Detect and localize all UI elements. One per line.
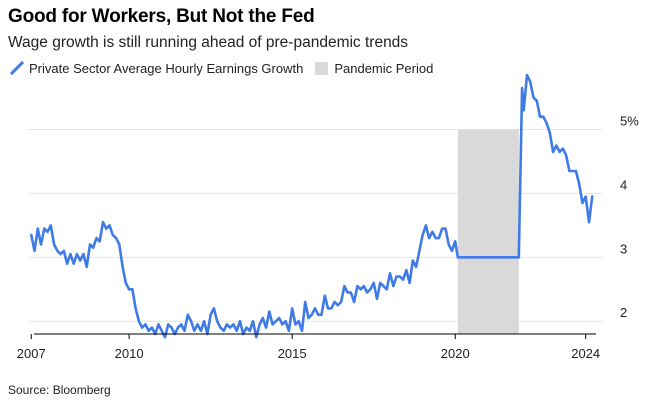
series-line-earnings [30,73,594,339]
legend-line-swatch [10,61,24,75]
legend-band-swatch [315,61,329,75]
pandemic-band [457,129,519,334]
chart-subtitle: Wage growth is still running ahead of pr… [8,34,409,51]
x-tick-label: 2015 [278,346,307,361]
y-tick-label: 5% [620,114,639,129]
legend: Private Sector Average Hourly Earnings G… [10,60,445,76]
source-note: Source: Bloomberg [8,383,111,397]
y-tick-label: 2 [620,305,627,320]
y-tick-label: 3 [620,241,627,256]
y-tick-label: 4 [620,177,627,192]
legend-item-pandemic: Pandemic Period [315,61,433,76]
legend-label-pandemic: Pandemic Period [334,60,434,76]
chart-title: Good for Workers, But Not the Fed [8,6,315,27]
x-tick-label: 2010 [115,346,144,361]
x-tick-label: 2024 [571,346,600,361]
x-tick-label: 2020 [441,346,470,361]
x-tick-label: 2007 [17,346,46,361]
legend-item-earnings: Private Sector Average Hourly Earnings G… [10,61,303,76]
legend-label-earnings: Private Sector Average Hourly Earnings G… [29,60,304,76]
